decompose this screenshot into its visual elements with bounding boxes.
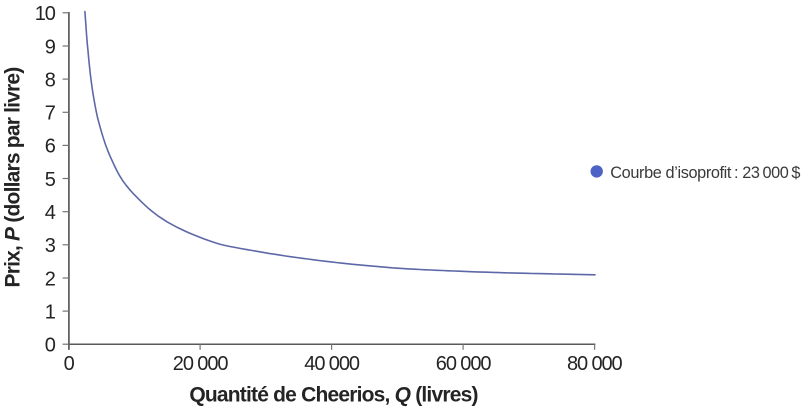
- svg-text:60 000: 60 000: [436, 353, 492, 375]
- svg-text:6: 6: [45, 136, 56, 158]
- svg-text:10: 10: [35, 3, 56, 25]
- svg-text:40 000: 40 000: [304, 353, 360, 375]
- svg-text:0: 0: [45, 335, 56, 357]
- svg-text:Courbe d’isoprofit : 23 000 $: Courbe d’isoprofit : 23 000 $: [610, 164, 800, 182]
- svg-text:9: 9: [45, 36, 56, 58]
- svg-text:1: 1: [45, 301, 56, 323]
- svg-text:4: 4: [45, 202, 56, 224]
- svg-text:Quantité de Cheerios, Q (livre: Quantité de Cheerios, Q (livres): [189, 383, 477, 406]
- svg-text:3: 3: [45, 235, 56, 257]
- svg-text:7: 7: [45, 103, 56, 125]
- svg-text:80 000: 80 000: [567, 353, 623, 375]
- svg-text:0: 0: [64, 353, 75, 375]
- svg-text:5: 5: [45, 169, 56, 191]
- svg-text:8: 8: [45, 69, 56, 91]
- svg-text:2: 2: [45, 268, 56, 290]
- svg-text:Prix, P (dollars par livre): Prix, P (dollars par livre): [1, 67, 24, 287]
- svg-text:20 000: 20 000: [173, 353, 229, 375]
